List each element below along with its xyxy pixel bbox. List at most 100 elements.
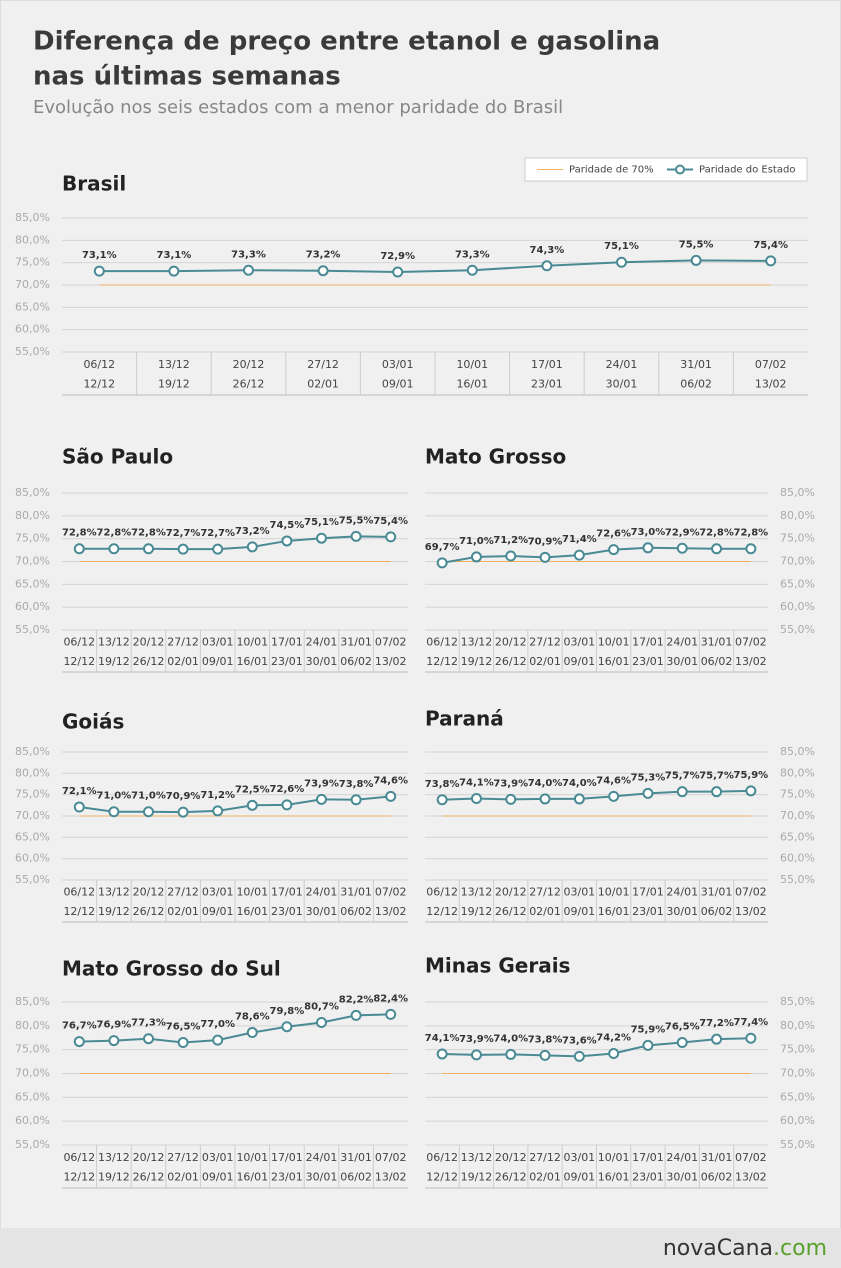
point <box>505 1048 517 1060</box>
series-line <box>441 546 751 564</box>
x-tick-label: 17/01 <box>271 636 303 649</box>
value-label: 72,9% <box>380 251 415 262</box>
x-tick-label: 09/01 <box>382 378 414 391</box>
value-label: 73,3% <box>455 249 490 260</box>
y-tick-label: 80,0% <box>15 233 50 246</box>
series-line <box>79 535 391 551</box>
value-label: 72,6% <box>596 529 631 540</box>
x-tick-label: 24/01 <box>306 1151 338 1164</box>
x-tick-label: 16/01 <box>598 655 630 668</box>
y-tick-label: 65,0% <box>780 830 815 843</box>
point <box>470 793 482 805</box>
value-label: 73,9% <box>493 778 528 789</box>
x-tick-label: 27/12 <box>529 886 561 899</box>
x-tick-label: 27/12 <box>529 1151 561 1164</box>
value-label: 74,3% <box>530 245 565 256</box>
x-tick-label: 12/12 <box>63 1171 95 1184</box>
point <box>385 790 397 802</box>
y-tick-label: 85,0% <box>780 995 815 1008</box>
x-tick-label: 19/12 <box>461 1171 493 1184</box>
point <box>711 543 723 555</box>
x-tick-label: 12/12 <box>63 655 95 668</box>
y-tick-label: 60,0% <box>780 852 815 865</box>
y-tick-label: 60,0% <box>15 600 50 613</box>
value-label: 76,9% <box>97 1020 132 1031</box>
x-tick-label: 20/12 <box>233 358 265 371</box>
point <box>73 543 85 555</box>
x-tick-label: 23/01 <box>632 905 664 918</box>
x-tick-label: 24/01 <box>666 636 698 649</box>
x-tick-label: 26/12 <box>495 905 527 918</box>
x-tick-label: 31/01 <box>701 636 733 649</box>
point <box>392 266 404 278</box>
x-tick-label: 07/02 <box>735 886 767 899</box>
x-tick-label: 17/01 <box>632 886 664 899</box>
x-tick-label: 26/12 <box>133 1171 165 1184</box>
value-label: 70,9% <box>166 791 201 802</box>
point <box>281 1021 293 1033</box>
point <box>470 551 482 563</box>
value-label: 73,1% <box>82 250 117 261</box>
y-tick-label: 55,0% <box>15 873 50 886</box>
x-tick-label: 20/12 <box>495 886 527 899</box>
x-tick-label: 26/12 <box>133 905 165 918</box>
x-tick-label: 09/01 <box>563 655 595 668</box>
y-tick-label: 85,0% <box>15 995 50 1008</box>
x-tick-label: 03/01 <box>563 1151 595 1164</box>
point <box>539 1049 551 1061</box>
value-label: 73,8% <box>528 1034 563 1045</box>
point <box>690 254 702 266</box>
x-tick-label: 12/12 <box>83 378 115 391</box>
x-tick-label: 12/12 <box>63 905 95 918</box>
x-tick-label: 26/12 <box>133 655 165 668</box>
x-tick-label: 13/12 <box>158 358 190 371</box>
value-label: 69,7% <box>425 542 460 553</box>
y-tick-label: 65,0% <box>780 1090 815 1103</box>
y-tick-label: 80,0% <box>780 1019 815 1032</box>
y-tick-label: 70,0% <box>780 809 815 822</box>
value-label: 74,5% <box>270 520 305 531</box>
x-tick-label: 23/01 <box>271 1171 303 1184</box>
x-tick-label: 10/01 <box>236 886 268 899</box>
x-tick-label: 03/01 <box>202 886 234 899</box>
x-tick-label: 17/01 <box>632 1151 664 1164</box>
y-tick-label: 55,0% <box>15 623 50 636</box>
x-tick-label: 17/01 <box>271 886 303 899</box>
point <box>93 265 105 277</box>
y-tick-label: 80,0% <box>780 509 815 522</box>
x-tick-label: 31/01 <box>340 1151 372 1164</box>
value-label: 72,8% <box>62 528 97 539</box>
x-tick-label: 06/02 <box>340 905 372 918</box>
value-label: 72,7% <box>166 528 201 539</box>
series-line <box>442 1037 751 1058</box>
value-label: 75,3% <box>631 772 666 783</box>
y-tick-label: 55,0% <box>15 345 50 358</box>
y-tick-label: 65,0% <box>15 830 50 843</box>
value-label: 74,0% <box>562 778 597 789</box>
point <box>212 543 224 555</box>
point <box>177 1037 189 1049</box>
x-tick-label: 10/01 <box>456 358 488 371</box>
x-tick-label: 13/02 <box>375 655 407 668</box>
series-line <box>79 795 391 814</box>
x-tick-label: 31/01 <box>701 886 733 899</box>
chart-title: São Paulo <box>62 445 173 469</box>
point <box>436 557 448 569</box>
point <box>765 255 777 267</box>
y-tick-label: 65,0% <box>780 577 815 590</box>
y-tick-label: 60,0% <box>15 852 50 865</box>
x-tick-label: 10/01 <box>236 636 268 649</box>
x-tick-label: 03/01 <box>202 636 234 649</box>
point <box>711 1033 723 1045</box>
x-tick-label: 09/01 <box>563 905 595 918</box>
x-tick-label: 31/01 <box>340 886 372 899</box>
brand-domain: .com <box>773 1236 827 1261</box>
legend-label: Paridade do Estado <box>699 165 795 176</box>
x-tick-label: 19/12 <box>461 655 493 668</box>
point <box>745 543 757 555</box>
value-label: 73,2% <box>235 526 270 537</box>
value-label: 72,8% <box>97 528 132 539</box>
point <box>177 806 189 818</box>
point <box>539 793 551 805</box>
